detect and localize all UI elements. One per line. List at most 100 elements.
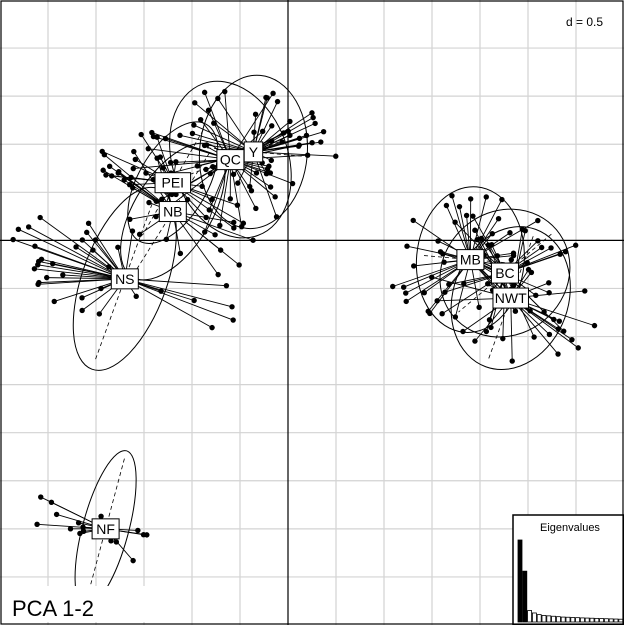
data-point [472, 227, 478, 233]
data-point [461, 280, 467, 287]
spoke-line [133, 159, 231, 170]
eigenvalue-bar [589, 617, 595, 623]
eigenvalue-bar [556, 616, 561, 623]
data-point [154, 155, 160, 161]
data-point [510, 250, 517, 256]
data-point [557, 251, 563, 257]
data-point [84, 229, 90, 236]
data-point [429, 274, 435, 280]
data-point [309, 110, 315, 116]
data-point [575, 345, 581, 351]
data-point [203, 214, 209, 221]
spoke-line [510, 298, 513, 362]
data-point [138, 131, 144, 138]
data-point [495, 215, 502, 222]
data-point [106, 264, 112, 270]
data-point [85, 220, 92, 226]
data-point [96, 311, 103, 317]
spoke-line [229, 159, 243, 227]
data-point [507, 230, 513, 236]
eigenvalue-bar [575, 617, 580, 623]
data-point [474, 236, 480, 243]
data-point [163, 236, 170, 243]
data-point [253, 205, 259, 212]
data-point [211, 120, 217, 126]
data-point [421, 290, 427, 296]
data-point [10, 236, 16, 243]
data-point [203, 142, 210, 148]
data-point [400, 284, 407, 290]
group-label-text: BC [495, 265, 514, 281]
spoke-line [451, 195, 471, 260]
data-point [446, 281, 452, 288]
data-point [318, 139, 324, 145]
data-point [483, 328, 490, 335]
data-point [133, 293, 139, 300]
data-point [541, 309, 547, 315]
data-point [209, 196, 215, 203]
data-point [304, 152, 311, 158]
data-point [273, 214, 280, 220]
data-point [483, 194, 489, 200]
individual-points [10, 88, 598, 564]
ellipse-axis [142, 130, 204, 236]
eigenvalue-bar [608, 618, 614, 623]
data-point [252, 111, 259, 117]
data-point [591, 322, 598, 329]
data-point [173, 159, 179, 165]
data-point [53, 511, 60, 518]
data-point [49, 260, 56, 267]
data-point [390, 283, 396, 290]
group-label-box [91, 518, 120, 540]
data-point [189, 130, 196, 137]
group-label-box [456, 249, 485, 271]
data-point [272, 194, 278, 200]
data-point [259, 128, 266, 135]
data-point [538, 244, 545, 251]
group-label-text: QC [220, 152, 241, 168]
eigenvalue-bar [599, 618, 604, 623]
data-point [116, 169, 122, 175]
data-point [489, 230, 495, 237]
data-point [113, 539, 120, 545]
data-point [546, 280, 552, 286]
data-point [274, 98, 281, 105]
data-point [524, 260, 530, 266]
data-point [264, 95, 270, 101]
group-label-box [492, 287, 529, 309]
ellipse-axis [422, 254, 519, 265]
data-point [25, 224, 32, 230]
data-point [101, 152, 108, 158]
data-point [268, 138, 275, 144]
data-point [561, 328, 567, 334]
data-point [167, 159, 174, 166]
data-point [79, 307, 85, 314]
data-point [98, 513, 104, 519]
data-point [535, 217, 541, 224]
data-point [403, 290, 409, 296]
data-point [267, 184, 274, 190]
data-point [90, 247, 96, 253]
data-point [303, 132, 310, 139]
data-point [555, 326, 562, 332]
data-point [150, 133, 157, 140]
group-label-box [490, 262, 519, 284]
data-point [67, 526, 74, 532]
data-point [281, 130, 287, 136]
data-point [35, 262, 41, 268]
data-point [551, 316, 557, 323]
data-point [92, 237, 99, 243]
eigenvalue-bar [594, 617, 600, 623]
data-point [98, 285, 104, 292]
data-point [510, 282, 517, 289]
spoke-line [124, 278, 227, 287]
data-point [238, 223, 245, 230]
data-point [199, 183, 205, 190]
data-point [485, 281, 491, 287]
data-point [207, 170, 214, 177]
data-point [463, 212, 470, 219]
data-point [160, 165, 166, 171]
scale-label: d = 0.5 [566, 15, 603, 29]
group-label-box [110, 268, 139, 290]
data-point [191, 297, 197, 304]
